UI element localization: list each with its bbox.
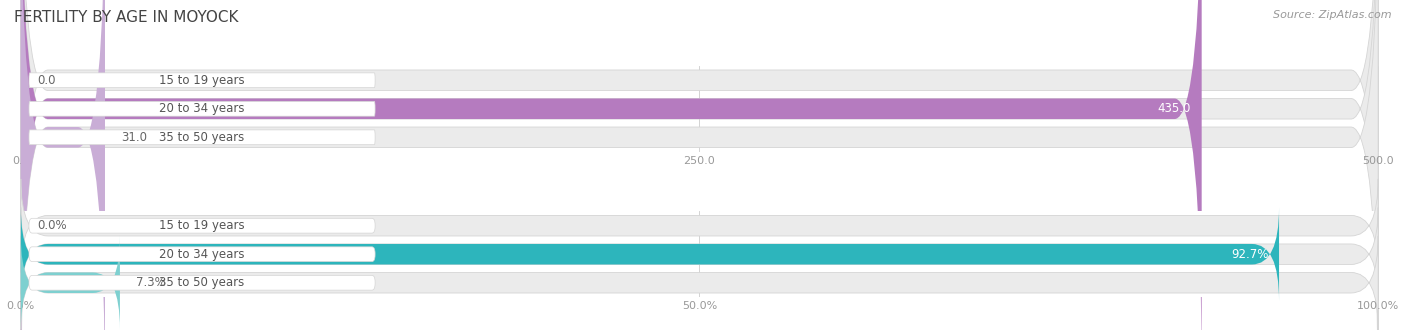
FancyBboxPatch shape (21, 0, 1202, 330)
Text: 20 to 34 years: 20 to 34 years (159, 102, 245, 115)
Text: FERTILITY BY AGE IN MOYOCK: FERTILITY BY AGE IN MOYOCK (14, 10, 239, 25)
Text: Source: ZipAtlas.com: Source: ZipAtlas.com (1274, 10, 1392, 20)
FancyBboxPatch shape (21, 0, 1378, 330)
FancyBboxPatch shape (30, 218, 375, 233)
FancyBboxPatch shape (21, 179, 1378, 273)
Text: 35 to 50 years: 35 to 50 years (159, 131, 245, 144)
FancyBboxPatch shape (21, 0, 1378, 330)
Text: 92.7%: 92.7% (1230, 248, 1268, 261)
FancyBboxPatch shape (21, 0, 105, 330)
FancyBboxPatch shape (30, 101, 375, 116)
FancyBboxPatch shape (30, 247, 375, 262)
Text: 35 to 50 years: 35 to 50 years (159, 276, 245, 289)
FancyBboxPatch shape (30, 130, 375, 145)
Text: 7.3%: 7.3% (136, 276, 166, 289)
FancyBboxPatch shape (21, 236, 1378, 330)
Text: 20 to 34 years: 20 to 34 years (159, 248, 245, 261)
FancyBboxPatch shape (30, 73, 375, 88)
Text: 31.0: 31.0 (121, 131, 148, 144)
FancyBboxPatch shape (30, 275, 375, 290)
Text: 0.0: 0.0 (37, 74, 56, 87)
Text: 0.0%: 0.0% (37, 219, 66, 232)
FancyBboxPatch shape (21, 0, 1378, 330)
Text: 15 to 19 years: 15 to 19 years (159, 219, 245, 232)
Text: 435.0: 435.0 (1157, 102, 1191, 115)
FancyBboxPatch shape (21, 236, 120, 330)
FancyBboxPatch shape (21, 208, 1378, 301)
FancyBboxPatch shape (21, 208, 1279, 301)
Text: 15 to 19 years: 15 to 19 years (159, 74, 245, 87)
